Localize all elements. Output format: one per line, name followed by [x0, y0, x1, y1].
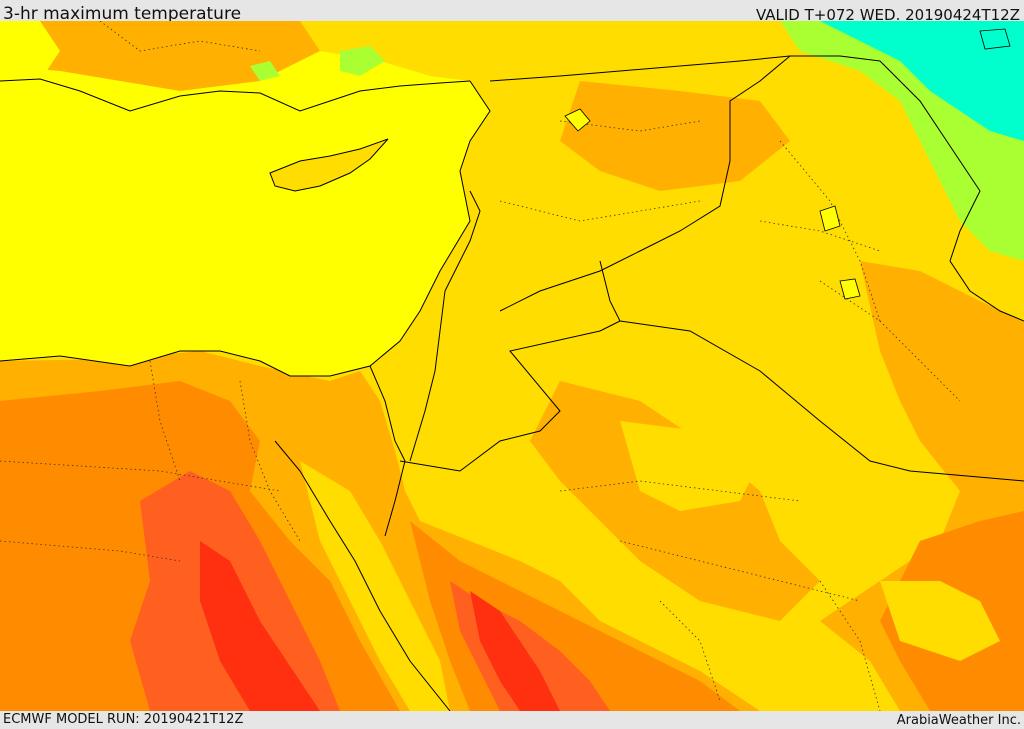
temperature-map: [0, 21, 1024, 711]
temperature-region-red-nile: [200, 541, 320, 711]
lake-van: [979, 28, 1011, 50]
temperature-region-light-orange-gulf: [880, 581, 1000, 661]
border-turkey-syria: [489, 55, 881, 82]
temperature-region-orange-syria: [560, 81, 790, 191]
sea-area-red-sea: [274, 440, 451, 711]
temperature-region-red-hejaz: [470, 591, 560, 711]
border-jordan-iraq: [599, 260, 621, 332]
model-run-label: ECMWF MODEL RUN: 20190421T12Z: [3, 712, 244, 727]
border-egypt-israel: [369, 365, 406, 462]
temperature-region-green-anatolia: [250, 61, 280, 81]
valid-time-label: VALID T+072 WED. 20190424T12Z: [755, 6, 1020, 24]
lake-milh: [839, 278, 861, 300]
lake-tharthar: [819, 205, 841, 232]
map-title: 3-hr maximum temperature: [3, 4, 242, 24]
border-israel-jordan: [409, 290, 446, 462]
credit-label: ArabiaWeather Inc.: [896, 713, 1021, 728]
temperature-region-light-orange-redsea-coast: [300, 461, 450, 711]
coastline-turkey: [0, 78, 471, 112]
sea-area-aegean: [0, 21, 60, 81]
gulf-of-aqaba: [384, 460, 406, 537]
border-iraq-saudi: [619, 320, 1024, 482]
border-iraq-iran: [879, 60, 1024, 322]
border-syria-lebanon: [444, 190, 481, 292]
border-jordan-saudi: [399, 330, 601, 472]
sea-area-mediterranean: [0, 51, 490, 376]
temperature-region-cyan-northeast: [820, 21, 1024, 141]
internal-boundaries: [0, 21, 961, 711]
temperature-region-orange-north: [0, 21, 320, 91]
island-cyprus: [269, 138, 389, 192]
temperature-region-light-orange-jordan: [620, 421, 760, 511]
border-syria-iraq: [499, 55, 791, 312]
temperature-region-green-turkey: [340, 46, 385, 76]
lake-assad: [564, 108, 591, 132]
map-area: [0, 21, 1024, 711]
